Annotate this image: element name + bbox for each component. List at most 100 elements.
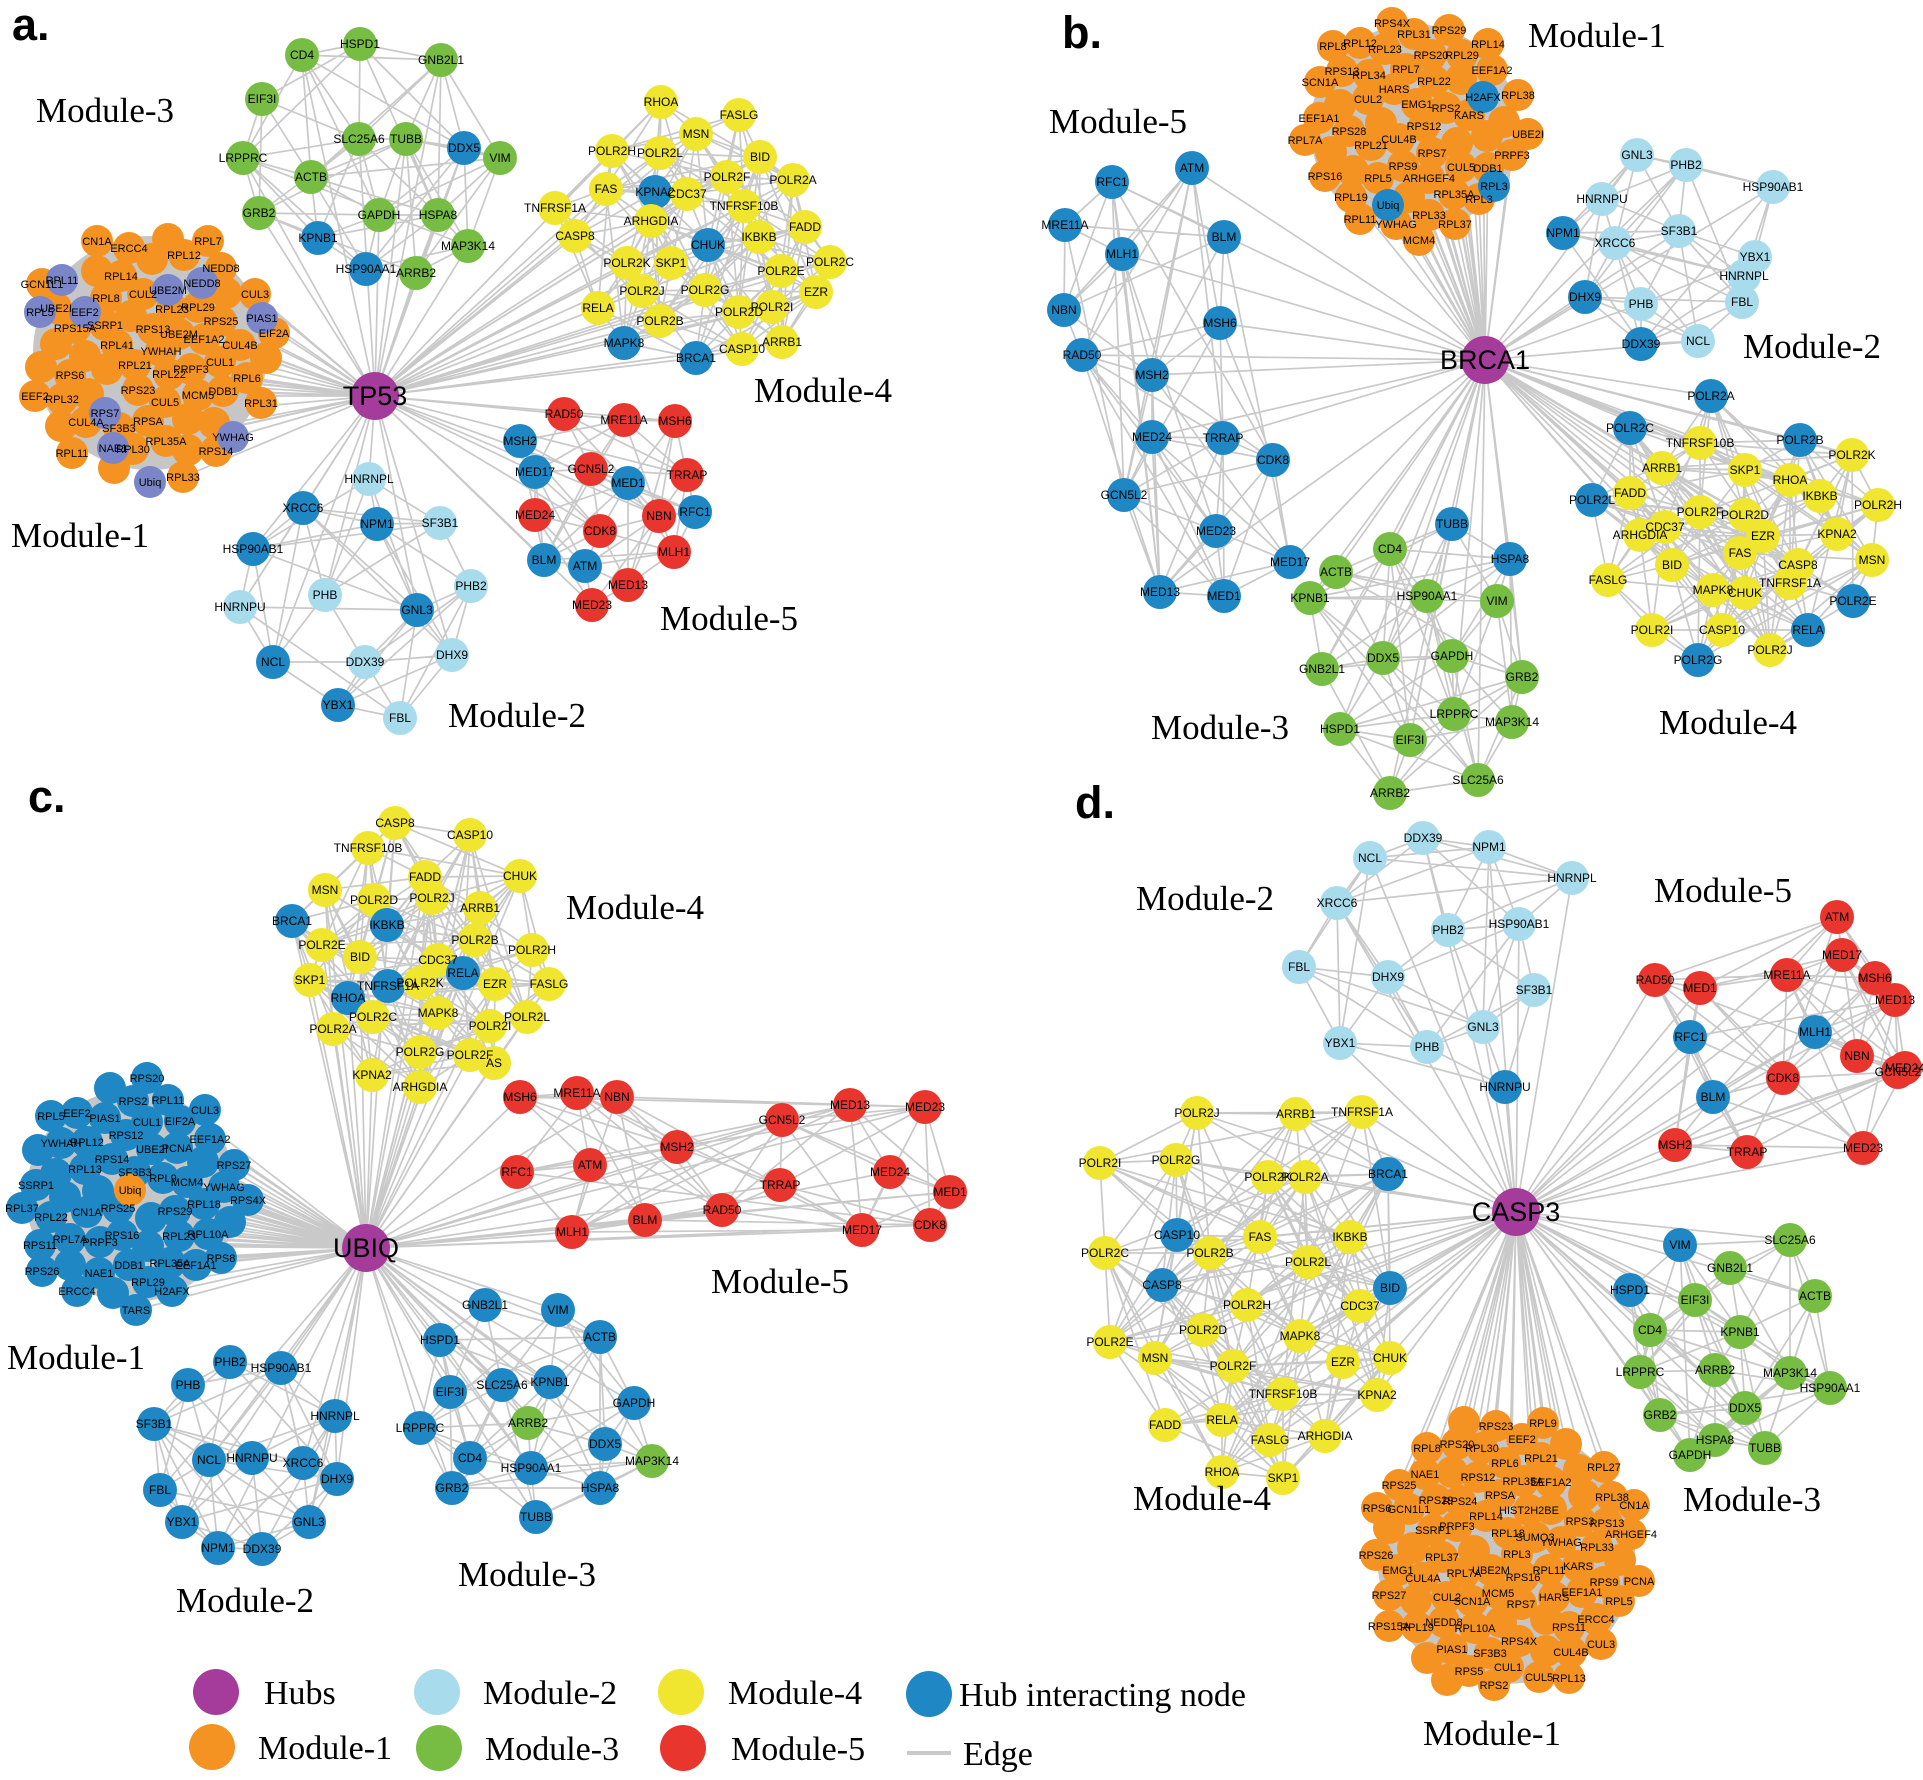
svg-text:RPS27: RPS27 bbox=[1372, 1590, 1407, 1602]
svg-text:PHB: PHB bbox=[1415, 1040, 1440, 1054]
svg-text:RPS12: RPS12 bbox=[1461, 1472, 1496, 1484]
svg-text:RPS13: RPS13 bbox=[1590, 1518, 1625, 1530]
svg-text:MED24: MED24 bbox=[1885, 1061, 1923, 1075]
svg-text:RPL31: RPL31 bbox=[1397, 29, 1431, 41]
svg-text:RPL35A: RPL35A bbox=[1434, 189, 1476, 201]
svg-text:EMG1: EMG1 bbox=[1401, 99, 1432, 111]
svg-text:PRPF3: PRPF3 bbox=[173, 364, 208, 376]
svg-text:DDX5: DDX5 bbox=[1729, 1401, 1761, 1415]
svg-text:RPL32: RPL32 bbox=[45, 394, 79, 406]
svg-text:Module-1: Module-1 bbox=[11, 516, 149, 555]
svg-text:NPM1: NPM1 bbox=[201, 1541, 235, 1555]
svg-text:Module-5: Module-5 bbox=[731, 1731, 865, 1768]
svg-text:MED17: MED17 bbox=[1270, 555, 1310, 569]
svg-text:HNRNPU: HNRNPU bbox=[1576, 192, 1627, 206]
svg-text:MED1: MED1 bbox=[933, 1185, 967, 1199]
svg-text:RPL11: RPL11 bbox=[152, 1095, 185, 1107]
svg-text:EEF2: EEF2 bbox=[63, 1108, 91, 1120]
svg-text:RPL35A: RPL35A bbox=[146, 436, 188, 448]
svg-text:NCL: NCL bbox=[261, 655, 285, 669]
svg-text:RPL5: RPL5 bbox=[1605, 1596, 1633, 1608]
svg-text:POLR2A: POLR2A bbox=[1281, 1170, 1328, 1184]
svg-text:RPL23: RPL23 bbox=[1368, 44, 1402, 56]
svg-text:KPNB1: KPNB1 bbox=[1290, 591, 1330, 605]
svg-text:RPS26: RPS26 bbox=[1359, 1550, 1394, 1562]
svg-text:RPL27: RPL27 bbox=[1587, 1462, 1621, 1474]
svg-text:RPS16: RPS16 bbox=[1308, 171, 1343, 183]
svg-text:RPS16: RPS16 bbox=[1506, 1572, 1541, 1584]
svg-text:CDK8: CDK8 bbox=[584, 524, 616, 538]
svg-text:POLR2B: POLR2B bbox=[636, 314, 683, 328]
svg-text:NAE1: NAE1 bbox=[85, 1268, 114, 1280]
svg-text:MED23: MED23 bbox=[905, 1100, 945, 1114]
svg-text:POLR2B: POLR2B bbox=[451, 933, 498, 947]
svg-text:MED24: MED24 bbox=[870, 1165, 910, 1179]
svg-text:MED24: MED24 bbox=[1132, 430, 1172, 444]
svg-text:RPL7A: RPL7A bbox=[1288, 135, 1324, 147]
svg-text:ARHGDIA: ARHGDIA bbox=[624, 214, 679, 228]
svg-text:TNFRSF10B: TNFRSF10B bbox=[1666, 436, 1735, 450]
svg-text:CUL5: CUL5 bbox=[151, 397, 179, 409]
svg-text:EEF2: EEF2 bbox=[21, 391, 49, 403]
svg-text:POLR2G: POLR2G bbox=[681, 283, 730, 297]
svg-text:RPL30: RPL30 bbox=[116, 444, 150, 456]
svg-text:CUL2: CUL2 bbox=[1433, 1592, 1461, 1604]
svg-text:HSP90AB1: HSP90AB1 bbox=[251, 1361, 312, 1375]
svg-text:UBE2M: UBE2M bbox=[1472, 1565, 1510, 1577]
svg-text:RELA: RELA bbox=[1206, 1413, 1237, 1427]
svg-text:POLR2J: POLR2J bbox=[409, 891, 454, 905]
svg-text:Module-3: Module-3 bbox=[458, 1555, 596, 1594]
svg-text:KPNA2: KPNA2 bbox=[1357, 1388, 1397, 1402]
svg-text:POLR2E: POLR2E bbox=[1086, 1335, 1133, 1349]
svg-text:PHB: PHB bbox=[1629, 297, 1654, 311]
svg-text:TUBB: TUBB bbox=[390, 132, 422, 146]
svg-text:EEF1A1: EEF1A1 bbox=[176, 1260, 217, 1272]
svg-text:DHX9: DHX9 bbox=[1372, 970, 1404, 984]
svg-text:POLR2C: POLR2C bbox=[806, 255, 854, 269]
svg-text:FBL: FBL bbox=[1731, 295, 1753, 309]
svg-text:HNRNPU: HNRNPU bbox=[226, 1451, 277, 1465]
svg-text:FAS: FAS bbox=[1729, 546, 1752, 560]
svg-text:DDX39: DDX39 bbox=[1622, 337, 1661, 351]
svg-text:CUL4B: CUL4B bbox=[222, 340, 257, 352]
svg-text:RPSA: RPSA bbox=[1485, 1490, 1516, 1502]
svg-text:MLH1: MLH1 bbox=[658, 545, 690, 559]
svg-text:ACTB: ACTB bbox=[584, 1330, 616, 1344]
svg-text:DHX9: DHX9 bbox=[1569, 290, 1601, 304]
svg-text:MED13: MED13 bbox=[608, 578, 648, 592]
svg-text:NPM1: NPM1 bbox=[1472, 840, 1506, 854]
svg-text:ERCC4: ERCC4 bbox=[58, 1286, 95, 1298]
svg-text:RPS7: RPS7 bbox=[91, 408, 120, 420]
svg-text:RPS2: RPS2 bbox=[1480, 1680, 1509, 1692]
svg-text:TP53: TP53 bbox=[343, 381, 408, 411]
svg-text:NAE1: NAE1 bbox=[1411, 1469, 1440, 1481]
svg-text:SLC25A6: SLC25A6 bbox=[1452, 773, 1504, 787]
svg-text:YWHAH: YWHAH bbox=[41, 1138, 82, 1150]
svg-text:Module-2: Module-2 bbox=[483, 1675, 617, 1712]
svg-text:CUL3: CUL3 bbox=[1587, 1639, 1615, 1651]
svg-text:KPNB1: KPNB1 bbox=[1720, 1325, 1760, 1339]
svg-text:EZR: EZR bbox=[1751, 529, 1775, 543]
svg-text:RPL31: RPL31 bbox=[244, 398, 278, 410]
svg-text:RPL38: RPL38 bbox=[1501, 90, 1535, 102]
svg-text:RPS14: RPS14 bbox=[199, 446, 234, 458]
svg-text:CASP8: CASP8 bbox=[1778, 558, 1818, 572]
svg-text:UBE2I: UBE2I bbox=[40, 303, 72, 315]
svg-text:BLM: BLM bbox=[1212, 230, 1237, 244]
svg-text:POLR2J: POLR2J bbox=[1174, 1106, 1219, 1120]
svg-text:POLR2L: POLR2L bbox=[504, 1010, 550, 1024]
svg-text:TUBB: TUBB bbox=[520, 1510, 552, 1524]
svg-text:RPS5: RPS5 bbox=[1455, 1666, 1484, 1678]
svg-text:RELA: RELA bbox=[1792, 623, 1823, 637]
svg-text:TARS: TARS bbox=[122, 1305, 151, 1317]
svg-text:MCM5: MCM5 bbox=[182, 390, 214, 402]
svg-text:YBX1: YBX1 bbox=[167, 1515, 198, 1529]
svg-text:RPS8: RPS8 bbox=[207, 1253, 236, 1265]
svg-text:HNRNPL: HNRNPL bbox=[310, 1409, 360, 1423]
svg-text:DDB1: DDB1 bbox=[208, 386, 237, 398]
svg-text:CD4: CD4 bbox=[1378, 542, 1402, 556]
svg-text:HSPD1: HSPD1 bbox=[420, 1333, 460, 1347]
svg-text:RHOA: RHOA bbox=[331, 991, 366, 1005]
svg-text:RAD50: RAD50 bbox=[1063, 348, 1102, 362]
svg-text:Module-3: Module-3 bbox=[36, 91, 174, 130]
